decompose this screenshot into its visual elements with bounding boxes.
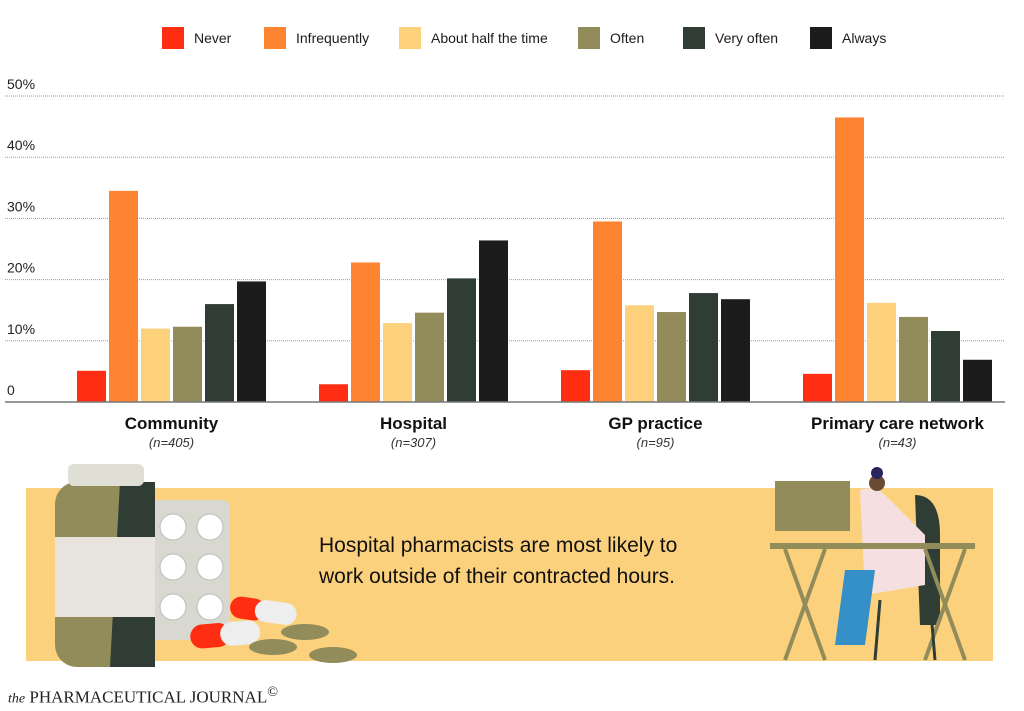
category-label: Hospital <box>380 414 447 433</box>
category-label: Primary care network <box>811 414 984 433</box>
copyright-mark: © <box>267 684 278 700</box>
y-tick-label: 0 <box>7 382 15 398</box>
bar-chart: 0 10% 20% 30% 40% 50% Community (n=405) Hospital… <box>5 76 1005 450</box>
legend-label: Infrequently <box>296 30 370 46</box>
legend-swatch <box>810 27 832 49</box>
bar-about-half-the-time <box>383 323 412 402</box>
legend-item-half: About half the time <box>399 27 548 49</box>
category-label: Community <box>125 414 219 433</box>
legend-item-often: Often <box>578 27 644 49</box>
legend-swatch <box>578 27 600 49</box>
legend-item-never: Never <box>162 27 231 49</box>
y-tick-label: 40% <box>7 137 35 153</box>
legend-label: About half the time <box>431 30 548 46</box>
medicine-bottle-pills-illustration <box>55 464 357 667</box>
bar-infrequently <box>109 190 138 402</box>
bar-very-often <box>447 278 476 402</box>
bar-infrequently <box>593 221 622 402</box>
bar-often <box>657 312 686 402</box>
bar-always <box>237 281 266 402</box>
bar-always <box>479 240 508 402</box>
legend-label: Never <box>194 30 232 46</box>
bar-about-half-the-time <box>141 328 170 402</box>
bar-always <box>963 359 992 402</box>
category-label: GP practice <box>608 414 702 433</box>
banner-text: Hospital pharmacists are most likely to … <box>319 530 677 592</box>
legend-label: Often <box>610 30 645 46</box>
legend-item-always: Always <box>810 27 886 49</box>
bar-about-half-the-time <box>625 305 654 402</box>
bar-never <box>561 370 590 402</box>
banner-line-1: Hospital pharmacists are most likely to <box>319 534 678 557</box>
legend-swatch <box>399 27 421 49</box>
bar-often <box>899 316 928 402</box>
legend-item-very-often: Very often <box>683 27 778 49</box>
banner-line-2: work outside of their contracted hours. <box>319 565 676 588</box>
y-tick-label: 20% <box>7 260 35 276</box>
y-tick-label: 30% <box>7 198 35 214</box>
bar-very-often <box>689 293 718 402</box>
legend-label: Always <box>842 30 887 46</box>
category-sample-size: (n=43) <box>879 435 917 450</box>
legend-label: Very often <box>715 30 779 46</box>
bar-often <box>173 326 202 402</box>
logo-name: PHARMACEUTICAL JOURNAL <box>29 687 268 707</box>
category-sample-size: (n=307) <box>391 435 436 450</box>
bar-often <box>415 312 444 402</box>
publisher-logo: the PHARMACEUTICAL JOURNAL© <box>8 684 278 708</box>
bar-never <box>803 373 832 402</box>
y-tick-label: 10% <box>7 321 35 337</box>
bar-very-often <box>931 331 960 402</box>
category-sample-size: (n=405) <box>149 435 194 450</box>
bar-infrequently <box>835 117 864 403</box>
bar-infrequently <box>351 262 380 402</box>
bar-always <box>721 299 750 402</box>
chart-legend: Never Infrequently About half the time O… <box>0 27 1024 51</box>
y-tick-label: 50% <box>7 76 35 92</box>
bar-very-often <box>205 304 234 402</box>
bar-never <box>77 370 106 402</box>
category-sample-size: (n=95) <box>637 435 675 450</box>
bar-about-half-the-time <box>867 302 896 402</box>
legend-swatch <box>683 27 705 49</box>
legend-item-infrequently: Infrequently <box>264 27 369 49</box>
pharmacist-at-desk-illustration <box>770 467 975 661</box>
logo-prefix: the <box>8 691 26 707</box>
bar-never <box>319 384 348 402</box>
legend-swatch <box>162 27 184 49</box>
legend-swatch <box>264 27 286 49</box>
